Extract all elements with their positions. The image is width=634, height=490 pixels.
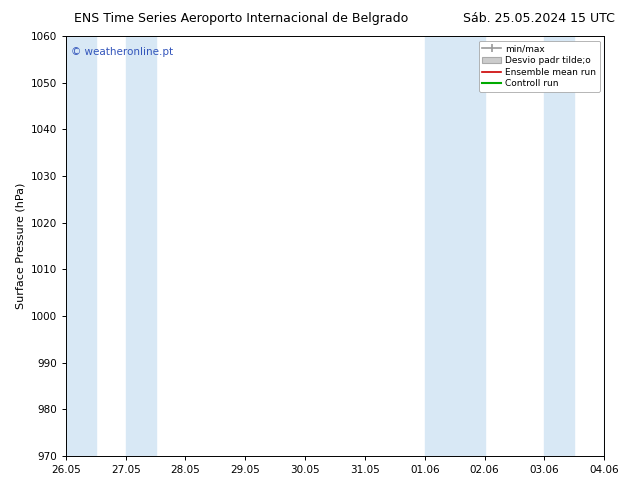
Bar <box>66 36 96 456</box>
Bar <box>126 36 155 456</box>
Text: © weatheronline.pt: © weatheronline.pt <box>71 47 173 57</box>
Bar <box>425 36 484 456</box>
Bar <box>545 36 574 456</box>
Legend: min/max, Desvio padr tilde;o, Ensemble mean run, Controll run: min/max, Desvio padr tilde;o, Ensemble m… <box>479 41 600 92</box>
Bar <box>604 36 634 456</box>
Text: ENS Time Series Aeroporto Internacional de Belgrado: ENS Time Series Aeroporto Internacional … <box>74 12 408 25</box>
Text: Sáb. 25.05.2024 15 UTC: Sáb. 25.05.2024 15 UTC <box>463 12 615 25</box>
Y-axis label: Surface Pressure (hPa): Surface Pressure (hPa) <box>15 183 25 309</box>
